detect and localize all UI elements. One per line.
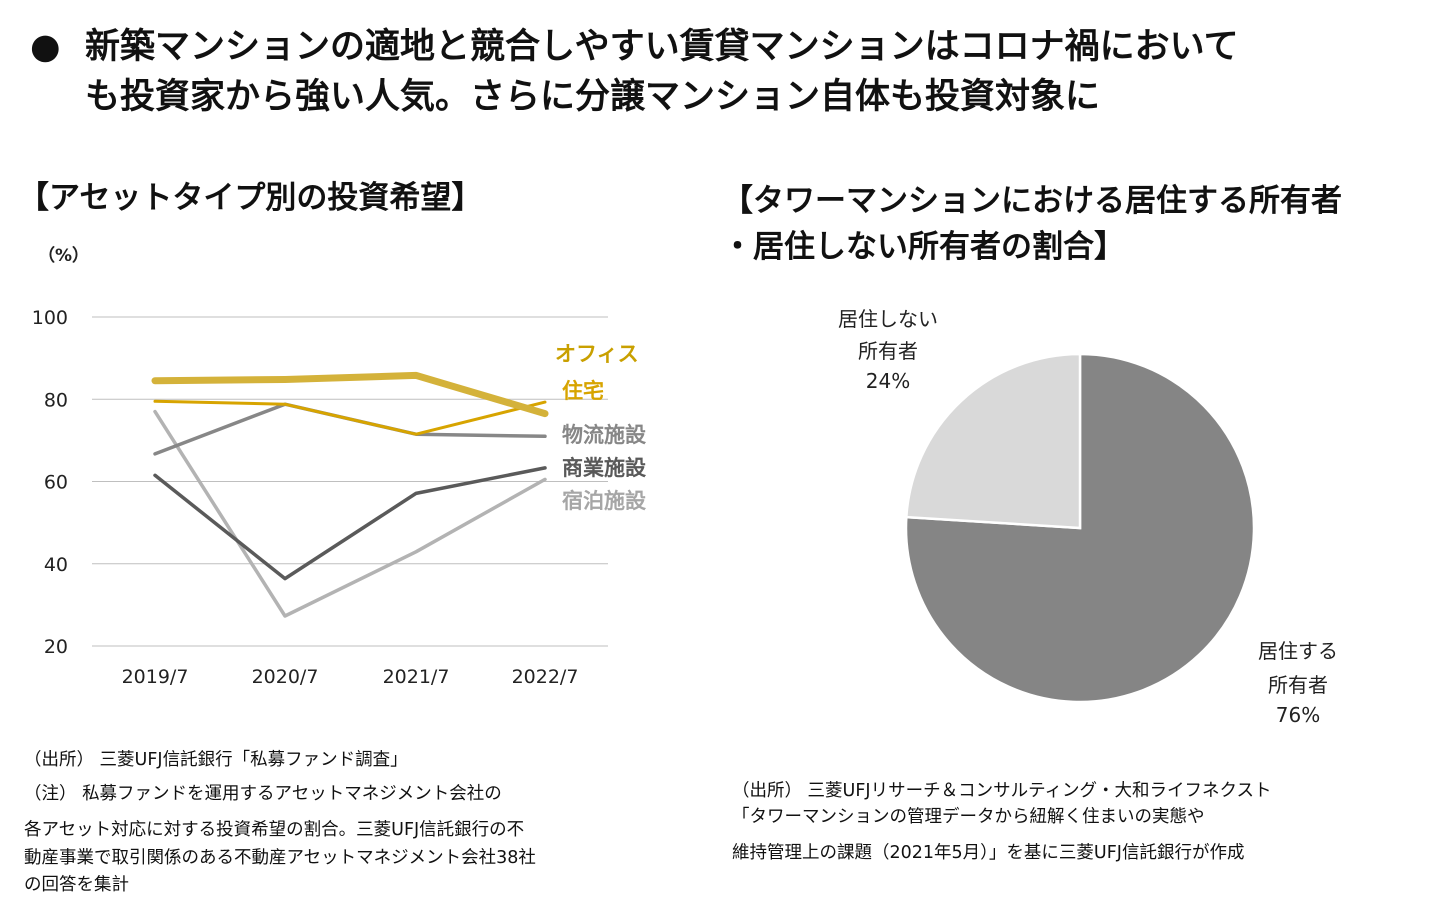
left-note-1: （注） 私募ファンドを運用するアセットマネジメント会社の bbox=[24, 784, 502, 804]
left-note-4: の回答を集計 bbox=[24, 875, 129, 895]
right-source-3: 維持管理上の課題（2021年5月）」を基に三菱UFJ信託銀行が作成 bbox=[732, 843, 1245, 863]
y-tick-label: 40 bbox=[44, 554, 68, 576]
headline-bullet: ● bbox=[30, 27, 61, 67]
x-tick-label: 2019/7 bbox=[122, 666, 189, 688]
left-note-3: 動産事業で取引関係のある不動産アセットマネジメント会社38社 bbox=[24, 848, 536, 868]
hotel-line bbox=[153, 409, 547, 618]
y-unit-label: （%） bbox=[38, 245, 89, 266]
x-tick-label: 2021/7 bbox=[383, 666, 450, 688]
pie-slice-non-resident bbox=[905, 352, 1082, 530]
series-lines bbox=[151, 371, 549, 618]
pie-label-non-resident-pct: 24% bbox=[866, 369, 910, 393]
hotel-label: 宿泊施設 bbox=[562, 489, 647, 513]
left-note-2: 各アセット対応に対する投資希望の割合。三菱UFJ信託銀行の不 bbox=[24, 820, 525, 840]
pie-chart-title-line-2: ・居住しない所有者の割合】 bbox=[722, 229, 1125, 265]
logistics-label: 物流施設 bbox=[562, 423, 647, 447]
housing-line bbox=[153, 399, 547, 436]
retail-label: 商業施設 bbox=[562, 456, 647, 480]
pie-chart-title-line-1: 【タワーマンションにおける居住する所有者 bbox=[722, 183, 1342, 219]
line-chart: （%） 20 40 60 80 100 2019/7 2020/7 2021/7 2022/7… bbox=[32, 245, 647, 688]
logistics-line bbox=[153, 402, 547, 456]
pie-label-non-resident-line-2: 所有者 bbox=[858, 339, 918, 363]
pie-label-non-resident-line-1: 居住しない bbox=[838, 307, 938, 331]
x-tick-label: 2020/7 bbox=[252, 666, 319, 688]
pie-slices bbox=[904, 352, 1256, 704]
headline-line-2: も投資家から強い人気。さらに分譲マンション自体も投資対象に bbox=[85, 77, 1101, 117]
x-tick-labels: 2019/7 2020/7 2021/7 2022/7 bbox=[122, 666, 579, 688]
left-source: （出所） 三菱UFJ信託銀行「私募ファンド調査」 bbox=[24, 750, 408, 770]
headline: ● 新築マンションの適地と競合しやすい賃貸マンションはコロナ禍において も投資家… bbox=[30, 22, 1420, 122]
line-chart-title: 【アセットタイプ別の投資希望】 bbox=[18, 180, 483, 216]
y-tick-label: 80 bbox=[44, 389, 68, 411]
office-label: オフィス bbox=[555, 342, 639, 366]
pie-label-resident-line-2: 所有者 bbox=[1268, 673, 1328, 697]
housing-label: 住宅 bbox=[562, 379, 604, 403]
y-tick-labels: 20 40 60 80 100 bbox=[32, 307, 68, 658]
retail-line bbox=[153, 466, 547, 581]
right-source-1: （出所） 三菱UFJリサーチ＆コンサルティング・大和ライフネクスト bbox=[732, 781, 1272, 801]
pie-label-resident-line-1: 居住する bbox=[1258, 639, 1338, 663]
gridlines bbox=[92, 316, 608, 647]
pie-label-resident-pct: 76% bbox=[1276, 703, 1320, 727]
x-tick-label: 2022/7 bbox=[512, 666, 579, 688]
office-line bbox=[151, 371, 549, 418]
y-tick-label: 100 bbox=[32, 307, 68, 329]
y-tick-label: 20 bbox=[44, 636, 68, 658]
right-source-2: 「タワーマンションの管理データから紐解く住まいの実態や bbox=[732, 807, 1205, 827]
headline-line-1: 新築マンションの適地と競合しやすい賃貸マンションはコロナ禍において bbox=[85, 27, 1239, 67]
y-tick-label: 60 bbox=[44, 472, 68, 494]
